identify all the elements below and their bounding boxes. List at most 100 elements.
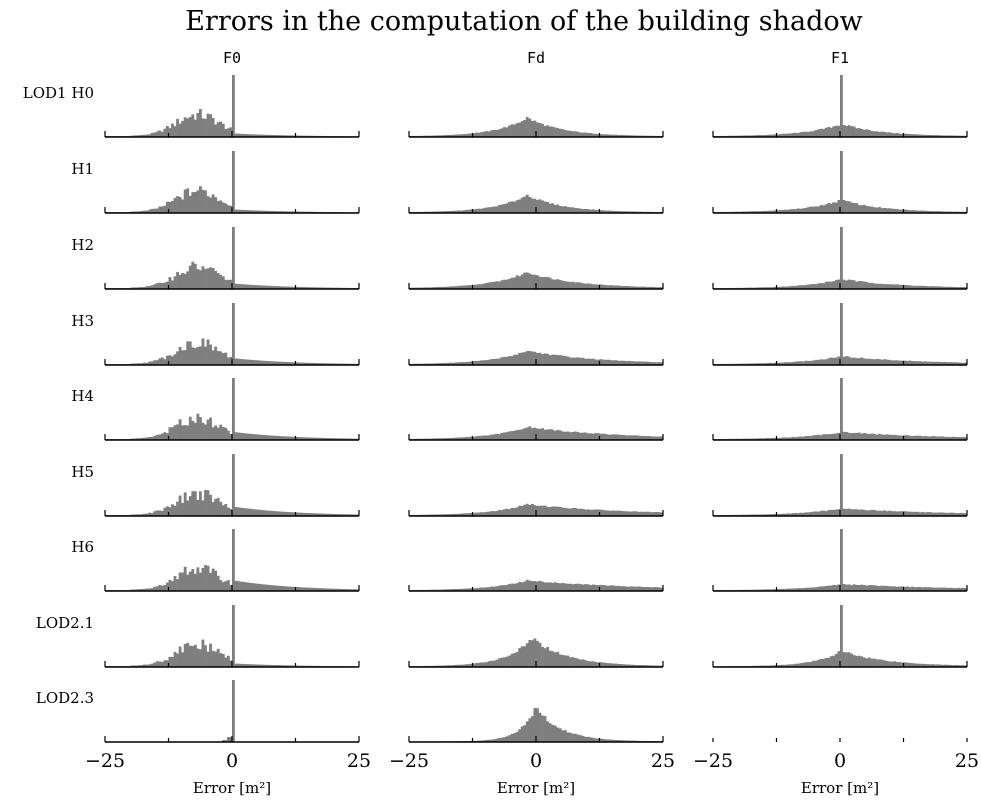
histogram-bar <box>515 275 519 289</box>
histogram-bar <box>951 286 955 289</box>
histogram-bar <box>857 128 861 137</box>
histogram-bar <box>832 202 836 213</box>
histogram-bar <box>794 208 798 213</box>
histogram-bar <box>239 209 243 213</box>
histogram-bar <box>913 587 917 591</box>
histogram-bar <box>758 135 762 137</box>
histogram-bar <box>827 126 831 137</box>
histogram-bar <box>216 648 220 667</box>
histogram-bar <box>594 509 598 516</box>
histogram-bar <box>612 360 616 365</box>
histogram-bar <box>515 123 519 137</box>
histogram-bar <box>875 659 879 667</box>
histogram-bar <box>556 506 560 516</box>
histogram-bar <box>888 586 892 591</box>
histogram-bar <box>285 511 289 516</box>
histogram-bar <box>462 210 466 213</box>
histogram-bar <box>257 509 261 516</box>
histogram-bar <box>845 201 848 213</box>
histogram-bar <box>949 362 953 365</box>
histogram-bar <box>528 580 532 591</box>
histogram-bar <box>944 512 947 516</box>
histogram-bar <box>171 123 174 137</box>
histogram-bar <box>320 363 324 365</box>
histogram-bar <box>497 281 501 289</box>
panel-h6-fd <box>408 579 664 592</box>
histogram-bar <box>320 588 324 591</box>
histogram-bar <box>315 588 319 591</box>
histogram-bar <box>267 435 271 440</box>
histogram-bar <box>855 509 859 516</box>
histogram-bar <box>951 665 955 667</box>
histogram-bar <box>814 511 818 516</box>
histogram-bar <box>444 514 448 516</box>
histogram-bar <box>627 360 631 365</box>
histogram-bar <box>796 663 800 667</box>
histogram-bar <box>229 737 233 742</box>
histogram-bar <box>173 425 177 440</box>
histogram-bar <box>596 738 600 742</box>
histogram-bar <box>138 287 141 289</box>
histogram-bar <box>259 434 263 440</box>
histogram-bar <box>900 435 904 440</box>
histogram-bar <box>579 132 583 137</box>
histogram-bar <box>520 197 524 213</box>
histogram-bar <box>571 733 575 742</box>
histogram-bar <box>244 210 248 213</box>
histogram-bar <box>926 436 930 440</box>
histogram-bar <box>566 281 570 289</box>
histogram-bar <box>619 664 623 667</box>
histogram-bar <box>155 208 159 213</box>
histogram-bar <box>607 510 610 516</box>
histogram-bar <box>140 438 144 440</box>
histogram-bar <box>232 303 235 365</box>
histogram-bar <box>234 663 238 667</box>
histogram-bar <box>140 210 144 213</box>
histogram-bar <box>244 582 248 591</box>
histogram-bar <box>497 358 501 365</box>
histogram-bar <box>569 432 572 440</box>
histogram-bar <box>229 279 233 289</box>
histogram-bar <box>594 209 598 213</box>
histogram-bar <box>773 589 777 591</box>
histogram-bar <box>472 663 476 667</box>
histogram-bar <box>530 274 534 289</box>
histogram-bar <box>842 279 846 289</box>
histogram-bar <box>645 665 649 667</box>
histogram-bar <box>475 436 478 440</box>
histogram-bar <box>888 284 892 289</box>
histogram-bar <box>171 504 174 516</box>
histogram-bar <box>270 510 273 516</box>
histogram-bar <box>890 661 894 667</box>
histogram-bar <box>822 586 826 591</box>
histogram-bar <box>908 662 912 667</box>
histogram-bar <box>254 664 258 667</box>
histogram-bar <box>773 665 777 667</box>
histogram-bar <box>903 360 907 365</box>
histogram-bar <box>794 663 798 667</box>
histogram-bar <box>761 210 765 213</box>
histogram-bar <box>224 352 228 365</box>
histogram-bar <box>508 201 511 213</box>
histogram-bar <box>155 661 159 667</box>
histogram-bar <box>310 587 314 591</box>
histogram-bar <box>581 659 585 667</box>
histogram-bar <box>865 585 869 591</box>
histogram-bar <box>596 359 600 365</box>
histogram-bar <box>510 583 514 591</box>
histogram-bar <box>262 285 266 289</box>
histogram-bar <box>619 434 623 440</box>
histogram-bar <box>579 659 583 667</box>
histogram-bar <box>275 211 279 213</box>
histogram-bar <box>602 662 605 667</box>
histogram-bar <box>622 740 626 742</box>
histogram-bar <box>209 197 212 213</box>
histogram-bar <box>624 664 628 667</box>
histogram-bar <box>873 359 876 365</box>
histogram-bar <box>933 664 937 667</box>
histogram-bar <box>313 587 317 591</box>
histogram-bar <box>163 359 167 365</box>
histogram-bar <box>280 436 284 440</box>
histogram-bar <box>569 583 572 591</box>
histogram-bar <box>822 510 826 516</box>
